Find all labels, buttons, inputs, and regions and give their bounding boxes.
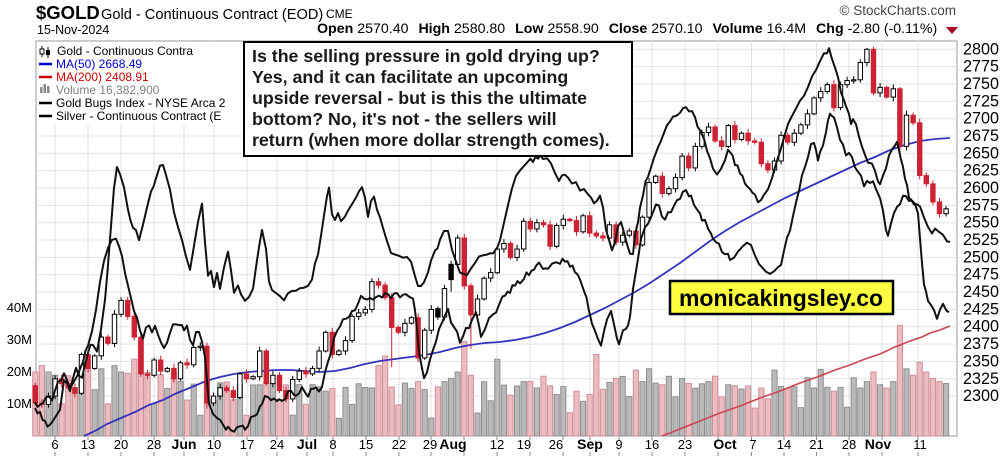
- svg-text:7: 7: [749, 437, 756, 452]
- svg-text:22: 22: [392, 437, 406, 452]
- svg-text:9: 9: [615, 437, 622, 452]
- svg-text:MA(200) 2408.91: MA(200) 2408.91: [56, 70, 149, 84]
- svg-text:11: 11: [913, 437, 927, 452]
- svg-text:15: 15: [359, 437, 373, 452]
- svg-text:Sep: Sep: [577, 436, 603, 452]
- svg-text:Volume 16,382,900: Volume 16,382,900: [56, 83, 160, 97]
- svg-text:26: 26: [549, 437, 563, 452]
- svg-text:Is the selling pressure in gol: Is the selling pressure in gold drying u…: [252, 46, 600, 66]
- svg-text:Gold - Continuous Contra: Gold - Continuous Contra: [57, 44, 193, 58]
- svg-text:Jul: Jul: [297, 436, 317, 452]
- svg-text:Nov: Nov: [865, 436, 892, 452]
- svg-text:30M: 30M: [7, 332, 32, 347]
- svg-text:Yes, and it can facilitate an: Yes, and it can facilitate an upcoming: [252, 67, 568, 87]
- svg-text:29: 29: [423, 437, 437, 452]
- svg-text:2400: 2400: [963, 318, 999, 336]
- svg-text:2600: 2600: [963, 179, 999, 197]
- svg-text:Jun: Jun: [172, 436, 197, 452]
- svg-text:2550: 2550: [963, 214, 999, 232]
- svg-text:10M: 10M: [7, 396, 32, 411]
- svg-text:return (when more dollar stren: return (when more dollar strength comes)…: [252, 130, 610, 150]
- svg-text:6: 6: [51, 437, 58, 452]
- svg-text:2675: 2675: [963, 127, 999, 145]
- svg-text:28: 28: [842, 437, 856, 452]
- svg-text:20M: 20M: [7, 364, 32, 379]
- svg-text:2475: 2475: [963, 266, 999, 284]
- svg-text:40M: 40M: [7, 300, 32, 315]
- svg-text:Open 2570.40 High 2580.80 Low: Open 2570.40 High 2580.80 Low 2558.90 Cl…: [317, 21, 937, 37]
- svg-text:17: 17: [240, 437, 254, 452]
- svg-text:2450: 2450: [963, 283, 999, 301]
- svg-text:MA(50) 2668.49: MA(50) 2668.49: [56, 57, 142, 71]
- svg-text:2300: 2300: [963, 387, 999, 405]
- svg-text:Oct: Oct: [713, 436, 737, 452]
- svg-text:2500: 2500: [963, 248, 999, 266]
- svg-text:$GOLD: $GOLD: [36, 2, 100, 23]
- svg-text:8: 8: [329, 437, 336, 452]
- svg-text:Silver - Continuous Contract (: Silver - Continuous Contract (E: [56, 109, 221, 123]
- svg-text:2575: 2575: [963, 196, 999, 214]
- svg-text:upside reversal - but is this: upside reversal - but is this the ultima…: [252, 88, 587, 108]
- svg-text:24: 24: [270, 437, 284, 452]
- svg-text:Gold - Continuous Contract (EO: Gold - Continuous Contract (EOD): [101, 7, 323, 23]
- svg-text:2325: 2325: [963, 370, 999, 388]
- svg-text:2725: 2725: [963, 92, 999, 110]
- svg-text:20: 20: [114, 437, 128, 452]
- svg-text:2775: 2775: [963, 58, 999, 76]
- svg-text:15-Nov-2024: 15-Nov-2024: [37, 23, 109, 37]
- svg-text:© StockCharts.com: © StockCharts.com: [840, 3, 956, 18]
- svg-text:21: 21: [809, 437, 823, 452]
- svg-text:10: 10: [207, 437, 221, 452]
- svg-text:Gold Bugs Index - NYSE Arca 2: Gold Bugs Index - NYSE Arca 2: [56, 96, 226, 110]
- svg-text:monicakingsley.co: monicakingsley.co: [679, 285, 883, 311]
- svg-text:2625: 2625: [963, 162, 999, 180]
- svg-text:2750: 2750: [963, 75, 999, 93]
- svg-text:bottom? No, it's not - the sel: bottom? No, it's not - the sellers will: [252, 109, 557, 129]
- svg-text:2700: 2700: [963, 110, 999, 128]
- svg-text:13: 13: [81, 437, 95, 452]
- svg-text:19: 19: [517, 437, 531, 452]
- svg-text:2350: 2350: [963, 352, 999, 370]
- svg-text:CME: CME: [326, 7, 353, 21]
- svg-text:16: 16: [645, 437, 659, 452]
- svg-text:23: 23: [678, 437, 692, 452]
- svg-text:2525: 2525: [963, 231, 999, 249]
- svg-text:12: 12: [490, 437, 504, 452]
- svg-text:2650: 2650: [963, 144, 999, 162]
- svg-text:2425: 2425: [963, 300, 999, 318]
- svg-text:14: 14: [777, 437, 791, 452]
- svg-text:Aug: Aug: [439, 436, 466, 452]
- svg-text:28: 28: [147, 437, 161, 452]
- svg-text:2800: 2800: [963, 40, 999, 58]
- svg-text:2375: 2375: [963, 335, 999, 353]
